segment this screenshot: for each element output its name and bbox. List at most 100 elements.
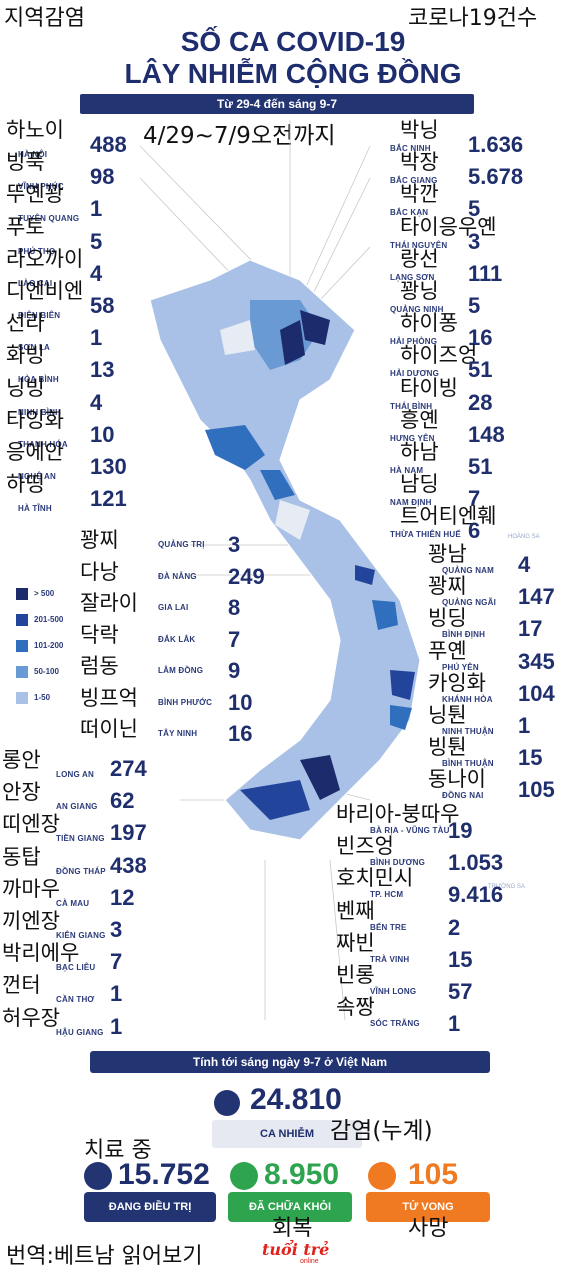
province-kr-name: 카잉화 <box>428 670 486 695</box>
province-count: 10 <box>90 421 115 447</box>
province-count: 111 <box>468 260 503 286</box>
province-count: 16 <box>468 325 493 351</box>
truong-sa-label: TRƯỜNG SA <box>488 883 525 890</box>
province-name: HÀ NỘI <box>18 150 48 159</box>
province-count: 62 <box>110 788 135 814</box>
recovered-count: 8.950 <box>264 1158 340 1191</box>
province-count: 2 <box>448 914 461 940</box>
province-name: BẮC NINH <box>390 144 431 153</box>
province-count: 249 <box>228 563 265 589</box>
province-kr-name: 라오까이 <box>6 246 84 271</box>
patient-icon <box>84 1162 112 1190</box>
province-name: TIỀN GIANG <box>56 834 105 844</box>
legend-label: > 500 <box>34 589 55 598</box>
tuoitre-logo-sub: online <box>300 1258 319 1265</box>
province-count: 51 <box>468 454 493 479</box>
province-kr-name: 박깐 <box>400 182 439 207</box>
province-kr-name: 타이응우옌 <box>400 214 497 239</box>
province-count: 1 <box>90 325 103 351</box>
legend-label: 101-200 <box>34 641 64 650</box>
province-kr-name: 트어티엔훼 <box>400 504 497 529</box>
province-kr-name: 떠이닌 <box>80 717 138 741</box>
province-kr-name: 빙푹 <box>6 150 45 175</box>
province-count: 3 <box>228 532 241 557</box>
province-count: 3 <box>468 228 481 254</box>
local-infection-tag: 지역감염 <box>4 6 85 31</box>
province-count: 17 <box>518 616 543 642</box>
province-name: TUYÊN QUANG <box>18 214 80 224</box>
province-count: 345 <box>518 648 555 674</box>
province-name: THÁI BÌNH <box>390 401 433 411</box>
province-name: NAM ĐỊNH <box>390 498 432 508</box>
province-name: THỪA THIÊN HUẾ <box>390 530 461 540</box>
province-count: 7 <box>110 949 123 975</box>
province-kr-name: 응에안 <box>6 440 64 464</box>
province-count: 7 <box>468 486 481 512</box>
province-name: ĐỒNG NAI <box>442 791 484 801</box>
province-count: 15 <box>448 946 473 972</box>
province-kr-name: 디엔비엔 <box>6 279 84 303</box>
province-count: 130 <box>90 454 127 479</box>
province-kr-name: 껀터 <box>2 973 41 998</box>
province-kr-name: 닝빙 <box>6 375 45 400</box>
province-kr-name: 하남 <box>400 440 439 464</box>
province-name: HẬU GIANG <box>56 1027 104 1037</box>
legend-swatch <box>16 640 28 652</box>
province-count: 1 <box>448 1011 461 1037</box>
total-cases: 24.810 <box>250 1083 342 1116</box>
province-count: 15 <box>518 745 543 771</box>
province-name: LÂM ĐỒNG <box>158 666 204 675</box>
province-kr-name: 하띵 <box>6 472 45 497</box>
province-name: BẮC KẠN <box>390 208 429 218</box>
province-name: CÀ MAU <box>56 898 90 908</box>
province-kr-name: 꽝남 <box>428 542 467 566</box>
province-count: 10 <box>228 689 253 715</box>
deaths-label: TỬ VONG <box>366 1192 490 1222</box>
province-kr-name: 타잉화 <box>6 407 64 432</box>
province-kr-name: 빈롱 <box>336 963 375 987</box>
province-count: 7 <box>228 626 241 652</box>
province-name: THANH HÓA <box>18 439 68 449</box>
province-count: 28 <box>468 389 493 415</box>
province-kr-name: 빈즈엉 <box>336 834 394 859</box>
province-count: 5.678 <box>468 164 524 190</box>
deaths-kr: 사망 <box>408 1216 449 1241</box>
province-name: HÒA BÌNH <box>18 375 59 385</box>
province-kr-name: 하이퐁 <box>400 311 458 336</box>
province-count: 1 <box>110 981 123 1007</box>
province-name: QUẢNG NGÃI <box>442 598 496 608</box>
treating-label: ĐANG ĐIỀU TRỊ <box>84 1192 216 1222</box>
province-name: BÌNH DƯƠNG <box>370 858 426 868</box>
province-kr-name: 다낭 <box>80 559 119 584</box>
total-cases-label: CA NHIỄM <box>260 1128 314 1140</box>
province-name: BẮC GIANG <box>390 176 438 186</box>
province-count: 57 <box>448 979 473 1004</box>
province-name: ĐỒNG THÁP <box>56 866 106 876</box>
covid-count-tag: 코로나19건수 <box>408 6 538 31</box>
province-name: BÌNH THUẬN <box>442 759 494 769</box>
province-kr-name: 닥락 <box>80 622 119 647</box>
province-kr-name: 선라 <box>6 311 45 336</box>
province-name: SƠN LA <box>18 343 51 353</box>
province-count: 4 <box>90 260 103 286</box>
province-name: TRÀ VINH <box>370 954 410 964</box>
province-name: VĨNH PHÚC <box>18 182 64 192</box>
province-count: 147 <box>518 584 555 610</box>
province-count: 9.416 <box>448 882 504 908</box>
province-name: TÂY NINH <box>158 729 198 738</box>
map-outline <box>149 259 421 841</box>
province-name: LẠNG SƠN <box>390 272 435 282</box>
province-count: 3 <box>110 917 123 942</box>
province-kr-name: 꽝찌 <box>80 528 119 552</box>
date-range-bar: Từ 29-4 đến sáng 9-7 <box>80 94 474 114</box>
province-count: 438 <box>110 852 147 878</box>
tuoitre-logo: tuổi trẻ <box>262 1240 330 1259</box>
province-kr-name: 푸옌 <box>428 638 467 663</box>
province-kr-name: 하이즈엉 <box>400 343 478 368</box>
summary-bar: Tính tới sáng ngày 9-7 ở Việt Nam <box>90 1051 490 1073</box>
province-name: HẢI PHÒNG <box>390 337 438 347</box>
province-name: ĐIỆN BIÊN <box>18 311 61 320</box>
province-kr-name: 속짱 <box>336 995 375 1020</box>
province-kr-name: 바리아-붕따우 <box>336 802 460 826</box>
province-name: BẠC LIÊU <box>56 963 96 973</box>
